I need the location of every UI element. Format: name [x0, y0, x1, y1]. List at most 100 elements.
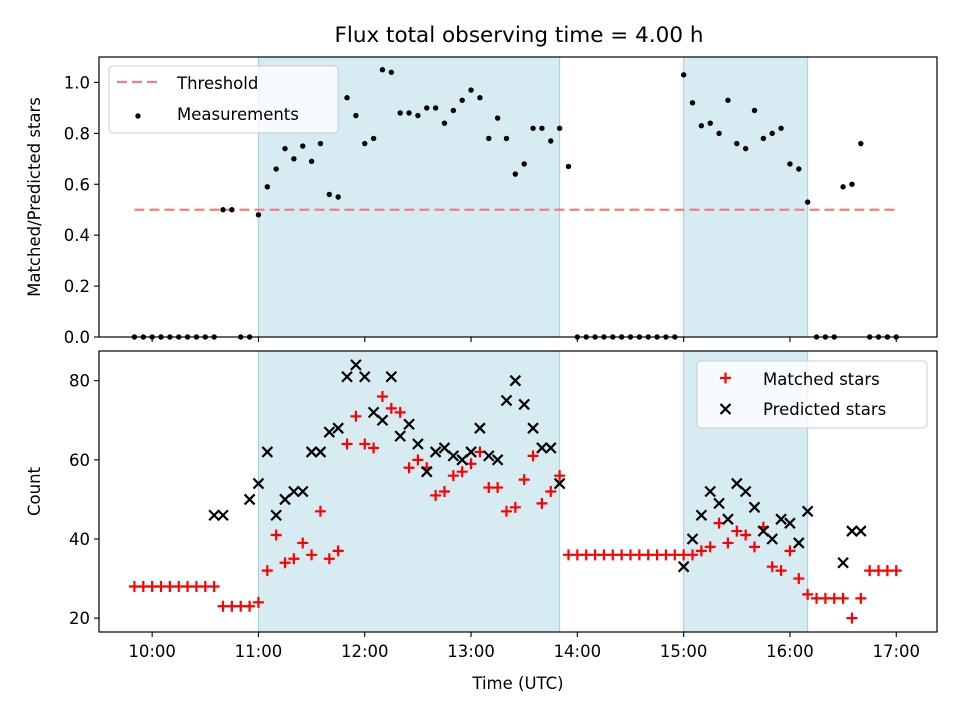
data-point [438, 486, 450, 497]
data-point [486, 135, 492, 142]
data-point [332, 422, 344, 434]
y-tick-label: 1.0 [64, 73, 90, 92]
data-point [300, 143, 306, 149]
data-point [687, 549, 699, 561]
y-tick-label: 0.8 [64, 124, 90, 143]
data-point [477, 95, 483, 101]
x-tick-label: 14:00 [554, 642, 602, 661]
data-point [539, 125, 545, 131]
data-point [368, 442, 380, 454]
legend: Matched stars Predicted stars [696, 360, 928, 429]
y-tick-label: 0.4 [64, 226, 90, 245]
data-point [704, 485, 717, 498]
data-point [802, 588, 814, 600]
data-point [494, 115, 501, 121]
data-point [430, 489, 442, 501]
data-point [244, 600, 256, 612]
data-point [500, 394, 513, 407]
observing-window-2 [683, 57, 808, 337]
data-point [261, 446, 274, 458]
legend-label: Measurements [177, 105, 299, 124]
data-point [698, 123, 705, 129]
data-point [341, 370, 353, 383]
legend-label: Threshold [176, 74, 258, 93]
data-point [323, 553, 335, 565]
data-point [500, 505, 512, 517]
data-point [350, 359, 362, 371]
data-point [739, 485, 752, 498]
y-axis-label: Matched/Predicted stars [25, 97, 44, 297]
data-point [397, 110, 403, 116]
data-point [403, 418, 415, 430]
x-tick-label: 10:00 [128, 642, 176, 661]
series-matched-stars [128, 391, 902, 624]
data-point [837, 592, 849, 604]
data-point [208, 509, 220, 522]
data-point [722, 537, 734, 549]
data-point [359, 438, 371, 450]
data-point [787, 161, 793, 167]
data-point [840, 184, 846, 190]
data-point [548, 138, 554, 144]
data-point [447, 450, 460, 462]
data-point [677, 560, 690, 573]
data-point [680, 72, 687, 78]
data-point [775, 513, 787, 525]
data-point [804, 199, 811, 205]
data-point [793, 573, 805, 585]
legend-measurements-swatch [135, 113, 141, 119]
data-point [264, 184, 271, 190]
data-point [388, 69, 395, 75]
data-point [846, 612, 858, 624]
data-point [518, 398, 530, 411]
data-point [740, 529, 752, 541]
data-point [370, 135, 377, 142]
x-tick-label: 15:00 [660, 642, 708, 661]
data-point [358, 370, 371, 383]
data-point [474, 422, 486, 434]
data-point [288, 485, 300, 498]
data-point [521, 161, 527, 167]
data-point [544, 442, 557, 454]
data-point [252, 477, 265, 490]
data-point [704, 541, 716, 553]
data-point [554, 470, 566, 482]
data-point [261, 565, 273, 577]
data-point [731, 477, 743, 490]
data-point [376, 391, 388, 403]
data-point [855, 525, 867, 537]
legend: Threshold Measurements [108, 65, 339, 134]
data-point [518, 474, 530, 486]
bottom-panel: 20 40 60 80 10:00 11:00 12:00 13:00 14:00 15:00 16… [25, 350, 938, 693]
data-point [748, 501, 761, 514]
data-point [441, 120, 448, 126]
x-tick-label: 12:00 [341, 642, 389, 661]
data-point [385, 370, 398, 383]
data-point [314, 446, 327, 458]
data-point [778, 125, 784, 131]
data-point [545, 486, 557, 497]
data-point [527, 422, 539, 434]
data-point [208, 580, 220, 592]
data-point [837, 556, 849, 569]
data-point [456, 454, 468, 466]
data-point [734, 140, 740, 147]
data-point [796, 166, 802, 172]
legend-matched-swatch [720, 372, 731, 384]
y-tick-label: 0.2 [64, 277, 90, 296]
y-tick-label: 0.0 [64, 328, 90, 347]
data-point [323, 426, 336, 438]
data-point [394, 406, 406, 418]
chart-title: Flux total observing time = 4.00 h [335, 23, 704, 48]
data-point [713, 497, 725, 510]
data-point [509, 374, 522, 387]
data-point [344, 95, 350, 101]
data-point [509, 501, 521, 513]
data-point [465, 446, 477, 458]
x-tick-label: 13:00 [447, 642, 495, 661]
data-point [252, 596, 264, 608]
y-tick-label: 20 [69, 609, 90, 628]
data-point [784, 517, 796, 529]
data-point [849, 181, 855, 187]
